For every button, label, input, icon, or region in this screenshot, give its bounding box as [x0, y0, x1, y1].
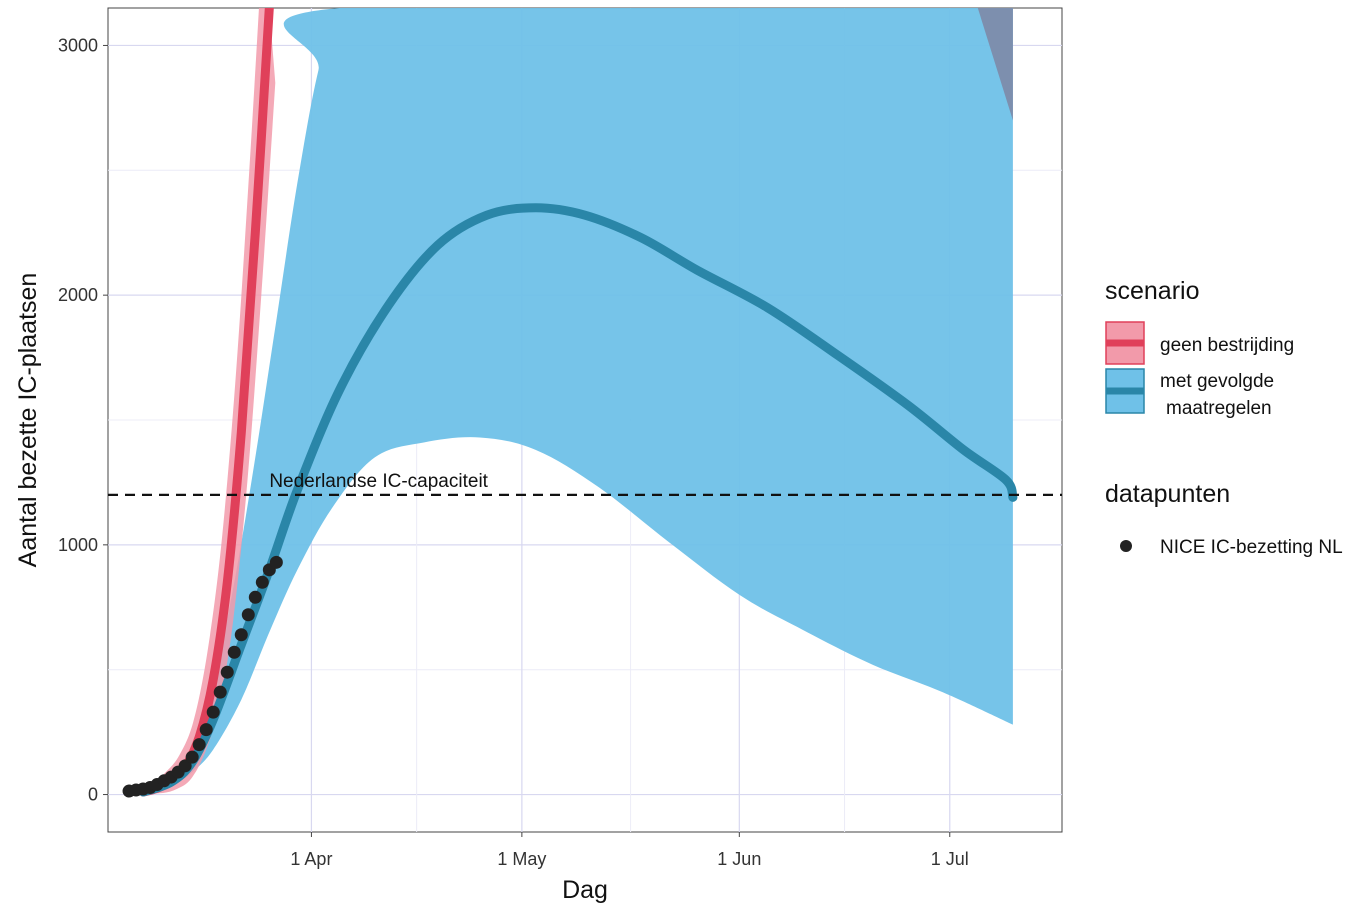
x-tick-label-0: 1 Apr — [290, 849, 332, 869]
legend-label-nice: NICE IC-bezetting NL — [1160, 537, 1343, 558]
legend-point-marker — [1120, 540, 1132, 552]
legend-key-geen-bestrijding — [1105, 321, 1145, 365]
y-tick-label-1: 1000 — [58, 535, 98, 555]
data-point-18 — [248, 590, 262, 604]
legend-title-datapunten: datapunten — [1105, 480, 1230, 508]
legend-key-met-gevolgde-maatregelen — [1105, 368, 1145, 414]
legend-label-met-gevolgde-line1: met gevolgde — [1160, 371, 1274, 392]
data-point-9 — [185, 750, 199, 764]
x-tick-label-3: 1 Jul — [931, 849, 969, 869]
y-tick-label-3: 3000 — [58, 35, 98, 55]
band-overlap-region — [977, 8, 1013, 121]
legend: scenario geen bestrijding met gevolgde m… — [1105, 277, 1343, 558]
data-point-13 — [213, 685, 227, 699]
data-points — [122, 555, 283, 798]
legend-title-scenario: scenario — [1105, 277, 1200, 305]
data-point-11 — [199, 723, 213, 737]
legend-label-geen-bestrijding: geen bestrijding — [1160, 335, 1294, 356]
y-tick-label-0: 0 — [88, 785, 98, 805]
legend-label-met-gevolgde-line2: maatregelen — [1166, 398, 1272, 419]
capacity-reference: Nederlandse IC-capaciteit — [108, 471, 1062, 497]
data-point-21 — [269, 555, 283, 569]
data-point-19 — [255, 575, 269, 589]
data-point-8 — [178, 759, 192, 773]
band-met-gevolgde-maatregelen — [143, 8, 1013, 793]
capacity-label: Nederlandse IC-capaciteit — [269, 471, 488, 492]
data-point-12 — [206, 705, 220, 719]
x-tick-label-1: 1 May — [497, 849, 546, 869]
y-axis-title: Aantal bezette IC-plaatsen — [14, 273, 42, 568]
data-point-14 — [220, 665, 234, 679]
x-tick-label-2: 1 Jun — [717, 849, 761, 869]
data-point-10 — [192, 738, 206, 752]
data-point-15 — [227, 645, 241, 659]
data-point-16 — [234, 628, 248, 642]
axes: 0 1000 2000 3000 1 Apr 1 May 1 Jun 1 Jul — [58, 35, 969, 869]
x-axis-title: Dag — [562, 876, 608, 904]
data-point-17 — [241, 608, 255, 622]
y-tick-label-2: 2000 — [58, 285, 98, 305]
